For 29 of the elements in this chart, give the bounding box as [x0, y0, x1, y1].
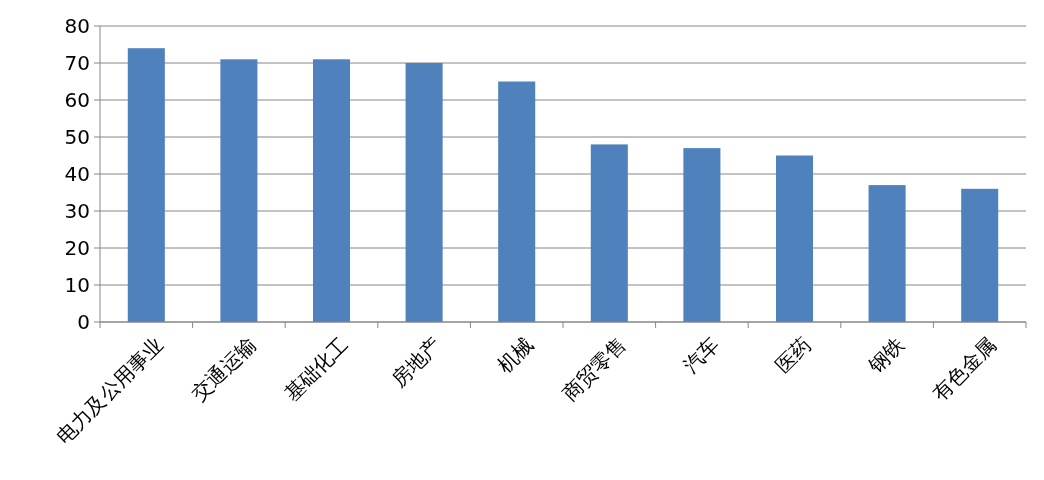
x-tick-label: 基础化工: [279, 332, 353, 406]
x-tick-label: 有色金属: [927, 332, 1002, 406]
bar: [498, 81, 536, 322]
bar: [312, 59, 351, 322]
y-tick-label: 80: [64, 14, 90, 38]
x-tick-label: 电力及公用事业: [51, 332, 168, 449]
bar: [127, 48, 165, 322]
x-tick-label: 商贸零售: [557, 332, 631, 406]
x-tick-label: 汽车: [678, 332, 724, 378]
bar: [405, 63, 443, 322]
y-tick-label: 20: [64, 236, 90, 260]
y-tick-label: 0: [77, 310, 90, 334]
bar: [868, 185, 906, 322]
y-tick-label: 40: [64, 162, 90, 186]
bar: [683, 148, 721, 322]
x-tick-label: 机械: [492, 332, 539, 378]
x-tick-label: 钢铁: [862, 332, 909, 379]
y-tick-label: 60: [64, 88, 90, 112]
x-tick-label: 交通运输: [186, 332, 261, 406]
x-tick-label: 医药: [770, 332, 816, 378]
y-tick-label: 10: [64, 273, 90, 297]
bar: [220, 59, 258, 322]
bar: [961, 188, 999, 322]
bar: [590, 144, 628, 322]
x-tick-label: 房地产: [386, 332, 446, 392]
y-tick-label: 50: [64, 125, 90, 149]
y-tick-label: 30: [64, 199, 90, 223]
bar: [775, 155, 814, 322]
y-tick-label: 70: [64, 51, 90, 75]
